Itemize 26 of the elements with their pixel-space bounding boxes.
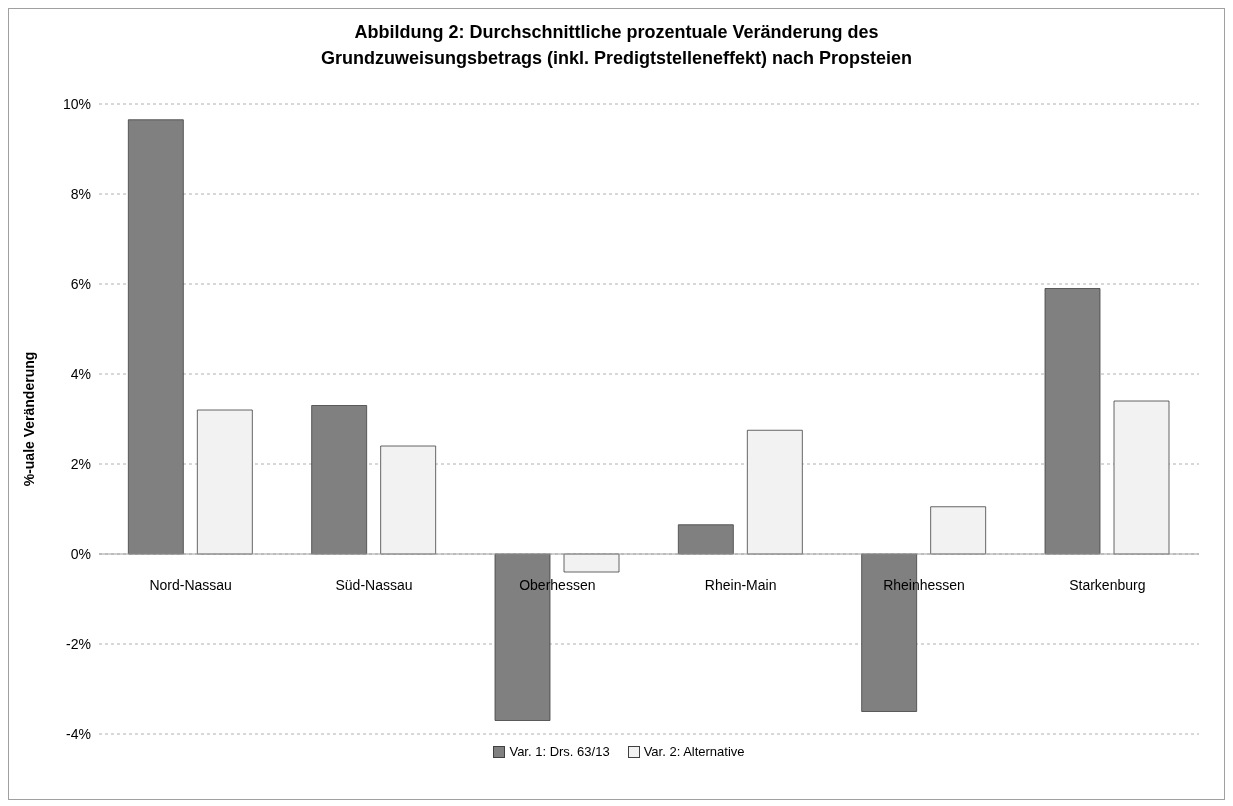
y-tick-label: 10% bbox=[62, 95, 91, 112]
y-tick-label: 4% bbox=[70, 365, 91, 382]
bar bbox=[677, 524, 734, 555]
x-tick-label: Starkenburg bbox=[1069, 576, 1146, 593]
bar bbox=[746, 429, 803, 555]
y-tick-label: 8% bbox=[70, 185, 91, 202]
y-tick-label: -2% bbox=[66, 635, 91, 652]
y-axis-title: %-uale Veränderung bbox=[20, 351, 37, 487]
bar bbox=[1113, 400, 1170, 555]
chart-title: Abbildung 2: Durchschnittliche prozentuale Veränderung des Grundzuweisungsbetrags (inkl. Predigtstelleneffekt) nach Propsteien bbox=[319, 21, 914, 70]
y-tick-label: 6% bbox=[70, 275, 91, 292]
x-tick-label: Rhein-Main bbox=[704, 576, 777, 593]
x-tick-label: Süd-Nassau bbox=[335, 576, 413, 593]
bar bbox=[311, 405, 368, 555]
bar bbox=[380, 445, 437, 555]
x-tick-label: Nord-Nassau bbox=[149, 576, 232, 593]
legend-label: Var. 2: Alternative bbox=[643, 744, 745, 759]
bar bbox=[563, 553, 620, 573]
bar bbox=[196, 409, 253, 555]
y-tick-label: 0% bbox=[70, 545, 91, 562]
legend-label: Var. 1: Drs. 63/13 bbox=[509, 744, 610, 759]
bar bbox=[127, 119, 184, 555]
bar bbox=[1044, 288, 1101, 555]
bar bbox=[930, 506, 987, 555]
y-tick-label: -4% bbox=[66, 725, 91, 742]
y-tick-label: 2% bbox=[70, 455, 91, 472]
